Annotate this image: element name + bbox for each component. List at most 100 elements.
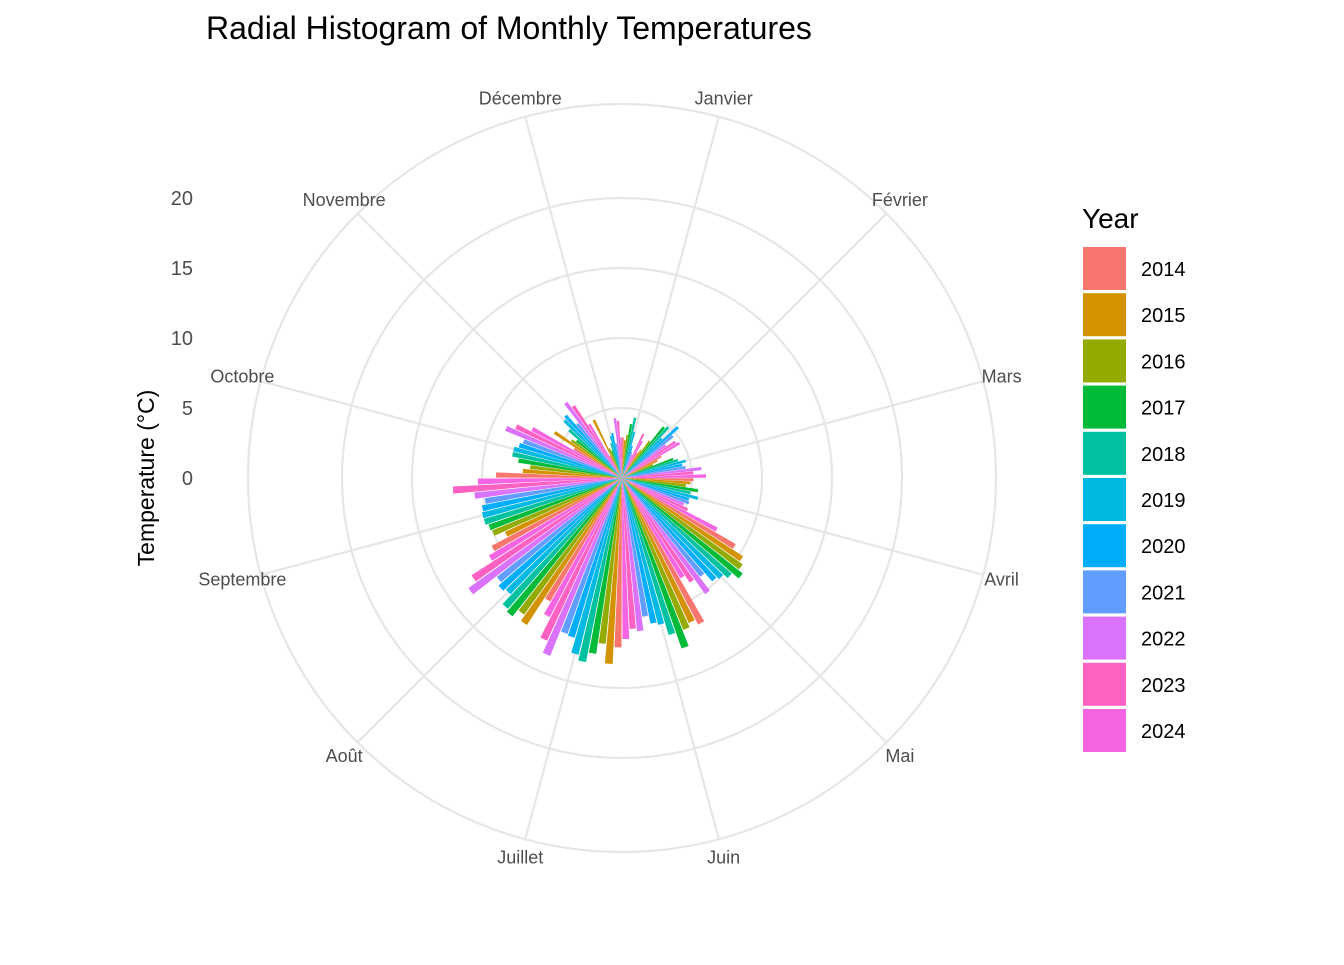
bar-2020-janvier [622, 445, 633, 478]
bar-2021-septembre [484, 478, 622, 504]
bar-2018-mai [622, 478, 732, 579]
bar-2017-décembre [611, 450, 622, 478]
month-label: Juin [707, 848, 740, 868]
bar-2019-septembre [481, 478, 622, 519]
bar-2019-mars [622, 459, 686, 478]
bar-2023-septembre [452, 478, 622, 494]
legend-title: Year [1082, 203, 1139, 234]
bar-2014-novembre [573, 447, 622, 478]
bar-2015-octobre [522, 468, 622, 478]
bar-2017-septembre [488, 478, 622, 531]
bar-2014-septembre [491, 478, 622, 552]
month-label: Février [872, 190, 928, 210]
bar-2021-décembre [615, 443, 622, 478]
grid-circle [246, 102, 998, 854]
radial-tick-label: 20 [171, 188, 193, 210]
bar-2024-janvier [622, 440, 643, 478]
bar-2015-mai [622, 478, 744, 562]
bar-2024-août [488, 478, 622, 561]
month-label-layer: Janvier Février Mars Avril Mai Juin Juillet Aoû… [198, 88, 1021, 867]
bar-2022-février [622, 444, 667, 478]
radial-tick-label: 0 [182, 468, 193, 490]
bar-2014-juillet [614, 478, 622, 648]
bar-2017-juillet [588, 478, 622, 654]
bar-2024-juin [622, 478, 630, 639]
bar-2017-juin [622, 478, 689, 649]
month-label: Mars [982, 366, 1022, 386]
bar-2016-février [622, 440, 651, 478]
bar-2014-octobre [496, 472, 622, 478]
bar-2018-juillet [578, 478, 622, 663]
grid-circle [480, 336, 764, 620]
bar-2017-janvier [622, 423, 633, 478]
chart-title: Radial Histogram of Monthly Temperatures [206, 10, 812, 46]
bar-2023-décembre [616, 420, 622, 478]
bar-2014-janvier [622, 437, 624, 478]
bar-2024-novembre [588, 423, 622, 478]
bar-2017-novembre [575, 439, 622, 478]
y-axis-label: Temperature (°C) [133, 390, 159, 567]
bar-2019-décembre [609, 435, 622, 478]
legend-swatch-2019 [1083, 478, 1126, 521]
bar-2022-juin [622, 478, 644, 632]
bar-2021-octobre [522, 439, 622, 478]
bar-2016-juin [622, 478, 690, 630]
bar-2020-novembre [564, 414, 622, 478]
bar-2015-mars [622, 460, 658, 478]
bar-2021-novembre [576, 423, 622, 478]
legend-label-2017: 2017 [1141, 398, 1186, 420]
bar-2017-février [622, 426, 665, 478]
bar-2022-avril [622, 478, 685, 506]
bar-2015-novembre [553, 431, 622, 478]
bar-2020-décembre [611, 432, 622, 478]
legend-swatch-2022 [1083, 616, 1126, 660]
legend: Year 2014 2015 2016 2017 2018 2019 2020 2021 202… [1082, 203, 1186, 752]
month-label: Juillet [497, 848, 543, 868]
bar-2024-octobre [531, 427, 622, 478]
grid-spoke [524, 116, 624, 479]
bar-2021-avril [622, 478, 690, 505]
radial-tick-label: 15 [171, 258, 193, 280]
legend-swatch-2018 [1083, 431, 1126, 475]
bar-2016-septembre [492, 478, 622, 536]
legend-swatch-2023 [1083, 662, 1126, 706]
bar-2021-juin [622, 478, 649, 617]
bar-2020-octobre [518, 443, 622, 478]
legend-swatch-2020 [1083, 524, 1126, 568]
bar-2018-novembre [568, 428, 622, 478]
bar-2015-août [520, 478, 622, 625]
legend-label-2020: 2020 [1141, 536, 1186, 558]
bar-2015-juin [622, 478, 695, 623]
bar-2017-octobre [518, 458, 622, 478]
bar-2019-janvier [622, 431, 636, 478]
bar-2024-mai [622, 478, 685, 579]
bar-2024-décembre [620, 437, 622, 478]
bar-2023-avril [622, 478, 689, 512]
legend-swatch-2021 [1083, 570, 1126, 614]
bar-2023-juillet [540, 478, 622, 641]
bar-2021-mai [622, 478, 705, 577]
bar-2021-août [496, 478, 622, 583]
legend-swatch-2024 [1083, 709, 1126, 752]
bar-2019-juillet [571, 478, 622, 655]
legend-label-2018: 2018 [1141, 444, 1186, 466]
bar-2020-août [498, 478, 622, 591]
legend-label-2021: 2021 [1141, 582, 1186, 604]
bar-2016-octobre [530, 465, 622, 478]
bar-2022-août [468, 478, 622, 595]
bar-2015-avril [622, 478, 691, 485]
month-label: Août [326, 746, 363, 766]
bar-2015-décembre [592, 419, 622, 478]
bar-2019-août [505, 478, 622, 595]
bar-2016-août [518, 478, 622, 615]
bar-2014-juin [622, 478, 705, 625]
bar-2020-septembre [481, 478, 622, 512]
legend-label-2016: 2016 [1141, 351, 1186, 373]
month-label: Septembre [198, 570, 286, 590]
bar-2022-janvier [622, 454, 633, 478]
bar-2019-mai [622, 478, 724, 580]
bar-2019-février [622, 437, 663, 478]
grid-circle [550, 406, 694, 550]
legend-swatch-2016 [1083, 339, 1126, 383]
grid-spoke [620, 116, 720, 479]
